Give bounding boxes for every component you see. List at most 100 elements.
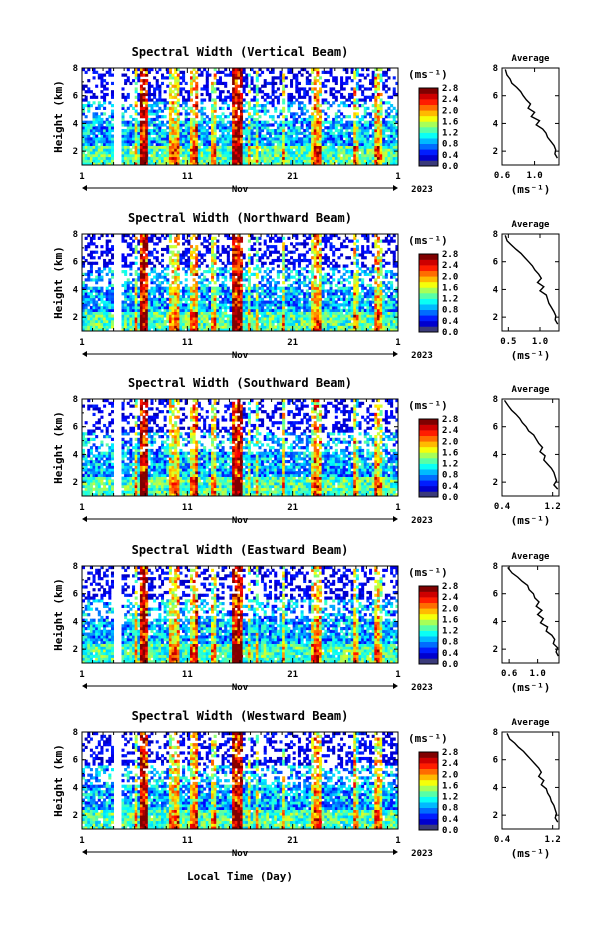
heatmap-cell [142, 278, 146, 282]
heatmap-cell [366, 68, 370, 72]
heatmap-cell [282, 306, 286, 310]
heatmap-cell [176, 300, 180, 304]
heatmap-cell [100, 76, 104, 80]
colorbar-tick-label: 2.8 [442, 84, 458, 94]
heatmap-cell [303, 120, 307, 124]
heatmap-cell [284, 303, 288, 307]
heatmap-cell [95, 117, 99, 122]
heatmap-cell [347, 142, 351, 146]
heatmap-cell [195, 140, 199, 144]
heatmap-cell [100, 140, 104, 144]
heatmap-cell [387, 106, 391, 110]
heatmap-cell [150, 314, 154, 318]
heatmap-cell [213, 151, 217, 155]
heatmap-cell [240, 120, 244, 124]
heatmap-cell [282, 286, 286, 290]
heatmap-cell [255, 148, 259, 152]
heatmap-cell [213, 131, 217, 135]
heatmap-cell [316, 92, 320, 97]
heatmap-cell [211, 256, 215, 260]
heatmap-cell [305, 145, 309, 149]
heatmap-cell [261, 123, 265, 127]
heatmap-cell [132, 126, 136, 130]
heatmap-cell [145, 92, 149, 97]
heatmap-cell [379, 104, 383, 108]
heatmap-cell [292, 76, 296, 80]
heatmap-cell [110, 317, 114, 321]
heatmap-cell [179, 151, 183, 155]
heatmap-cell [189, 306, 193, 310]
heatmap-cell [242, 275, 246, 279]
heatmap-cell [229, 247, 233, 252]
heatmap-cell [268, 314, 272, 318]
heatmap-cell [126, 314, 130, 318]
heatmap-cell [124, 258, 128, 263]
heatmap-cell [258, 319, 262, 324]
heatmap-cell [234, 126, 238, 130]
heatmap-cell [250, 120, 254, 124]
heatmap-cell [158, 314, 162, 318]
heatmap-cell [276, 159, 280, 163]
heatmap-cell [205, 278, 209, 282]
heatmap-cell [155, 112, 159, 116]
heatmap-cell [268, 306, 272, 310]
heatmap-cell [290, 311, 294, 315]
heatmap-cell [129, 137, 133, 141]
heatmap-cell [266, 281, 270, 285]
heatmap-cell [247, 137, 251, 141]
heatmap-cell [255, 303, 259, 307]
heatmap-cell [155, 128, 159, 133]
heatmap-cell [184, 253, 188, 257]
heatmap-cell [261, 159, 265, 163]
heatmap-cell [187, 106, 191, 110]
heatmap-cell [232, 236, 236, 240]
heatmap-cell [97, 126, 101, 130]
heatmap-cell [276, 115, 280, 119]
heatmap-cell [197, 264, 201, 268]
heatmap-cell [290, 300, 294, 304]
heatmap-cell [240, 104, 244, 108]
heatmap-cell [305, 275, 309, 279]
heatmap-cell [139, 106, 143, 110]
heatmap-cell [192, 308, 196, 312]
heatmap-cell [279, 81, 283, 86]
heatmap-cell [271, 159, 275, 163]
heatmap-cell [150, 156, 154, 160]
heatmap-cell [205, 286, 209, 290]
heatmap-cell [218, 314, 222, 318]
heatmap-cell [100, 308, 104, 312]
x-tick-label: 21 [287, 172, 298, 182]
heatmap-cell [258, 140, 262, 144]
heatmap-cell [105, 134, 109, 138]
heatmap-cell [282, 148, 286, 152]
heatmap-cell [211, 156, 215, 160]
heatmap-cell [263, 289, 267, 293]
heatmap-cell [192, 109, 196, 113]
heatmap-cell [87, 104, 91, 108]
heatmap-cell [261, 256, 265, 260]
heatmap-cell [387, 140, 391, 144]
heatmap-cell [163, 131, 167, 135]
heatmap-cell [282, 115, 286, 119]
heatmap-cell [195, 258, 199, 263]
heatmap-cell [184, 319, 188, 324]
heatmap-cell [174, 317, 178, 321]
heatmap-cell [129, 311, 133, 315]
heatmap-cell [205, 311, 209, 315]
heatmap-cell [124, 131, 128, 135]
heatmap-cell [303, 297, 307, 301]
heatmap-cell [137, 286, 141, 290]
heatmap-cell [87, 101, 91, 105]
heatmap-cell [255, 131, 259, 135]
heatmap-cell [176, 115, 180, 119]
heatmap-cell [374, 148, 378, 152]
heatmap-cell [313, 140, 317, 144]
heatmap-cell [84, 236, 88, 240]
heatmap-cell [155, 153, 159, 158]
heatmap-cell [211, 115, 215, 119]
heatmap-cell [197, 286, 201, 290]
heatmap-cell [92, 256, 96, 260]
heatmap-cell [218, 153, 222, 158]
heatmap-cell [276, 275, 280, 279]
heatmap-cell [92, 261, 96, 265]
